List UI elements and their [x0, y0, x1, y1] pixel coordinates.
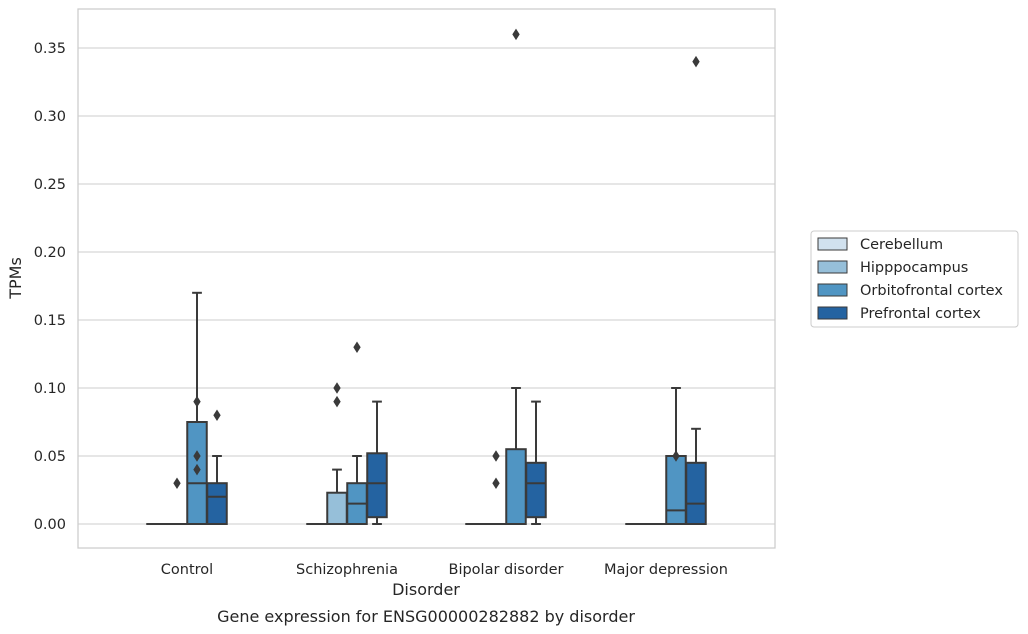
- box-plot-marks: [146, 28, 707, 526]
- box-group: [366, 400, 388, 525]
- y-tick-label: 0.10: [34, 381, 66, 397]
- x-tick-label: Schizophrenia: [296, 562, 398, 578]
- legend-label: Hipppocampus: [860, 260, 968, 276]
- legend-swatch: [817, 306, 848, 320]
- y-tick-label: 0.00: [34, 517, 66, 533]
- y-tick-label: 0.35: [34, 41, 66, 57]
- box-group: [186, 291, 208, 525]
- box: [525, 461, 547, 519]
- outlier-point: [213, 409, 221, 421]
- y-tick-label: 0.05: [34, 449, 66, 465]
- legend-swatch: [817, 283, 848, 297]
- box: [366, 452, 388, 519]
- box-group: [206, 409, 228, 526]
- legend: Cerebellum Hipppocampus Orbitofrontal cort…: [810, 230, 1019, 328]
- outlier-point: [173, 477, 181, 489]
- plot-frame: [77, 8, 776, 549]
- legend-label: Prefrontal cortex: [860, 306, 981, 322]
- box: [326, 491, 348, 526]
- legend-label: Orbitofrontal cortex: [860, 283, 1003, 299]
- chart-caption: Gene expression for ENSG00000282882 by d…: [217, 607, 635, 626]
- box: [206, 482, 228, 526]
- box-group: [685, 55, 707, 525]
- box: [685, 461, 707, 525]
- outlier-point: [193, 450, 201, 462]
- y-axis-title: TPMs: [6, 257, 25, 300]
- outlier-point: [492, 450, 500, 462]
- y-tick-label: 0.30: [34, 109, 66, 125]
- legend-label: Cerebellum: [860, 237, 943, 253]
- box-group: [485, 450, 507, 526]
- y-tick-labels: 0.00 0.05 0.10 0.15 0.20 0.25 0.30 0.35: [34, 41, 66, 533]
- y-tick-label: 0.20: [34, 245, 66, 261]
- legend-swatch: [817, 237, 848, 251]
- x-tick-label: Bipolar disorder: [449, 562, 564, 578]
- box: [665, 455, 687, 525]
- legend-frame: [810, 230, 1019, 328]
- outlier-point: [353, 341, 361, 353]
- x-tick-labels: Control Schizophrenia Bipolar disorder Majo…: [161, 562, 728, 578]
- box-group: [166, 477, 188, 526]
- box: [505, 448, 527, 526]
- x-tick-label: Major depression: [604, 562, 728, 578]
- outlier-point: [492, 477, 500, 489]
- outlier-point: [333, 395, 341, 408]
- outlier-point: [333, 382, 341, 394]
- outlier-point: [193, 395, 201, 408]
- box-group: [525, 400, 547, 525]
- outlier-point: [672, 450, 680, 462]
- outlier-point: [692, 55, 700, 68]
- x-tick-label: Control: [161, 562, 213, 578]
- outlier-point: [193, 463, 201, 476]
- y-tick-label: 0.25: [34, 177, 66, 193]
- legend-swatch: [817, 260, 848, 274]
- x-axis-title: Disorder: [392, 580, 460, 599]
- y-tick-label: 0.15: [34, 313, 66, 329]
- box-group: [346, 341, 368, 526]
- outlier-point: [512, 28, 520, 41]
